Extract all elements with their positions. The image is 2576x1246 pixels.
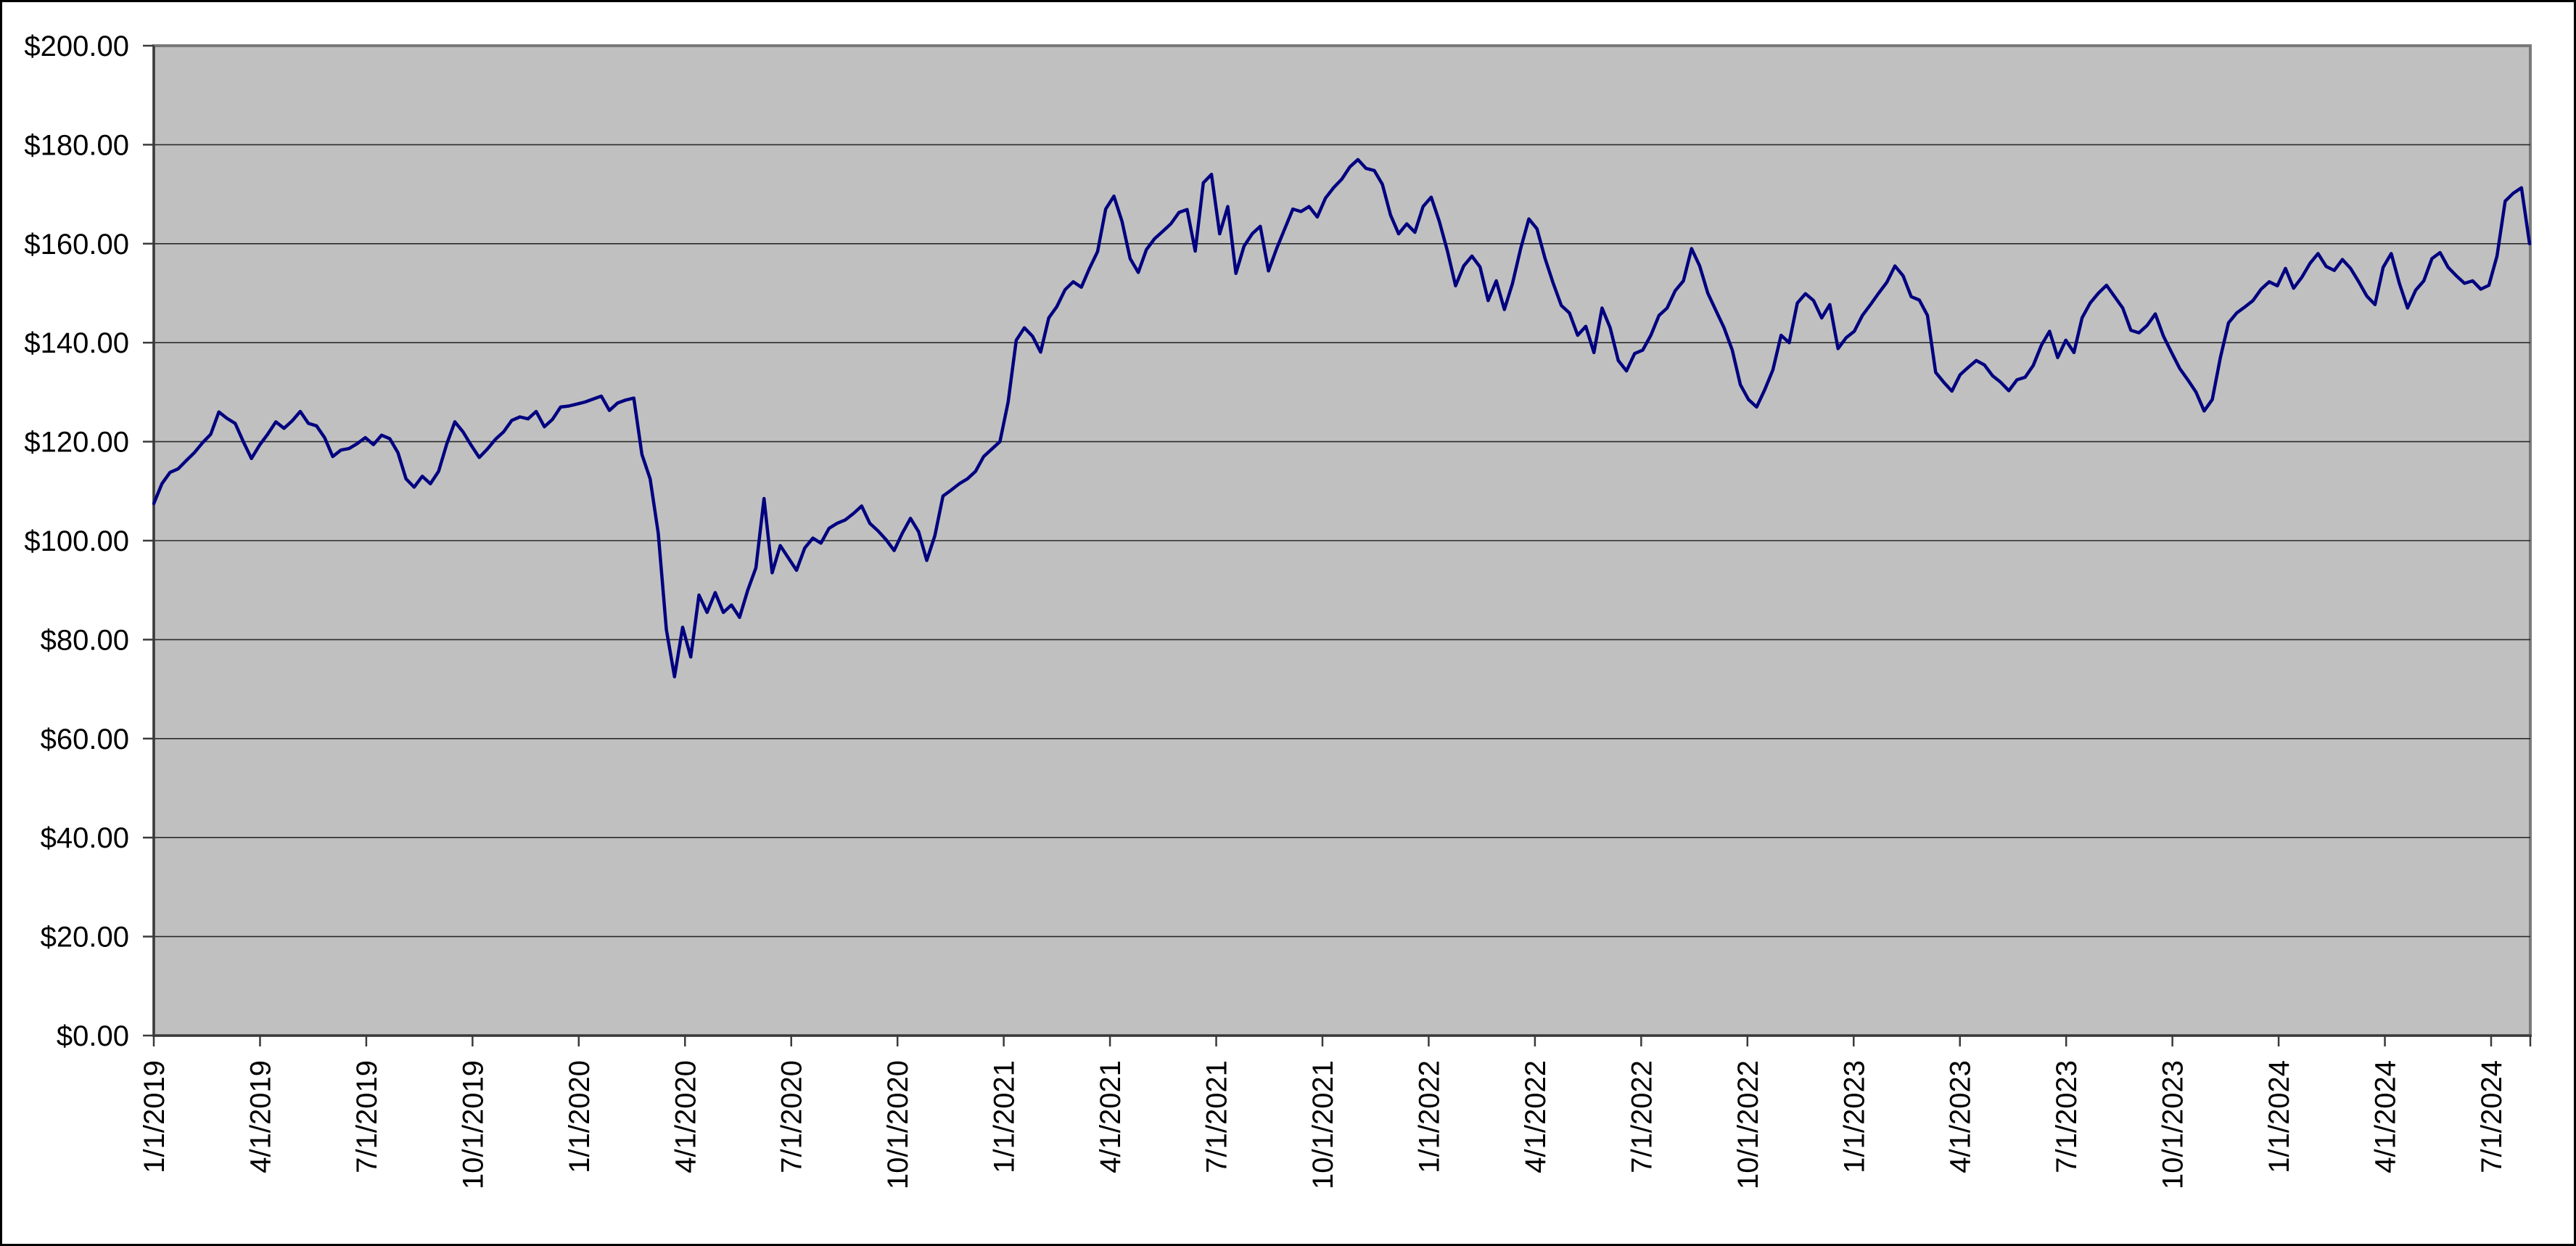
x-axis-label: 4/1/2024 bbox=[2370, 1060, 2402, 1173]
x-axis-label: 7/1/2023 bbox=[2051, 1060, 2083, 1173]
y-axis-label: $40.00 bbox=[41, 822, 129, 854]
y-axis-label: $180.00 bbox=[24, 129, 129, 161]
x-axis-label: 1/1/2023 bbox=[1838, 1060, 1870, 1173]
y-axis-label: $100.00 bbox=[24, 525, 129, 557]
y-axis-label: $120.00 bbox=[24, 427, 129, 459]
x-axis-label: 1/1/2024 bbox=[2263, 1060, 2295, 1173]
x-axis-label: 10/1/2019 bbox=[457, 1060, 489, 1189]
price-line bbox=[152, 157, 2532, 679]
y-axis-label: $140.00 bbox=[24, 327, 129, 359]
y-axis-label: $60.00 bbox=[41, 724, 129, 755]
x-axis-label: 4/1/2019 bbox=[244, 1060, 276, 1173]
x-axis-label: 4/1/2023 bbox=[1945, 1060, 1977, 1173]
x-axis-label: 7/1/2022 bbox=[1626, 1060, 1658, 1173]
y-axis-label: $80.00 bbox=[41, 624, 129, 656]
x-axis-label: 10/1/2021 bbox=[1307, 1060, 1339, 1189]
x-axis-label: 4/1/2020 bbox=[670, 1060, 701, 1173]
x-axis-label: 10/1/2020 bbox=[882, 1060, 914, 1189]
x-axis-label: 7/1/2024 bbox=[2476, 1060, 2508, 1173]
x-axis-label: 1/1/2020 bbox=[564, 1060, 596, 1173]
x-axis-label: 1/1/2019 bbox=[139, 1060, 170, 1173]
x-axis-label: 1/1/2022 bbox=[1413, 1060, 1445, 1173]
x-axis-label: 7/1/2021 bbox=[1201, 1060, 1233, 1173]
x-axis-label: 4/1/2021 bbox=[1095, 1060, 1127, 1173]
y-axis-label: $20.00 bbox=[41, 922, 129, 954]
x-axis-label: 10/1/2023 bbox=[2157, 1060, 2189, 1189]
x-axis-label: 7/1/2019 bbox=[351, 1060, 383, 1173]
y-axis-label: $200.00 bbox=[24, 30, 129, 62]
x-axis-label: 1/1/2021 bbox=[989, 1060, 1021, 1173]
y-axis-label: $0.00 bbox=[57, 1020, 129, 1052]
x-axis-label: 10/1/2022 bbox=[1732, 1060, 1764, 1189]
x-axis-label: 7/1/2020 bbox=[776, 1060, 808, 1173]
x-axis-label: 4/1/2022 bbox=[1520, 1060, 1552, 1173]
y-axis-label: $160.00 bbox=[24, 229, 129, 261]
